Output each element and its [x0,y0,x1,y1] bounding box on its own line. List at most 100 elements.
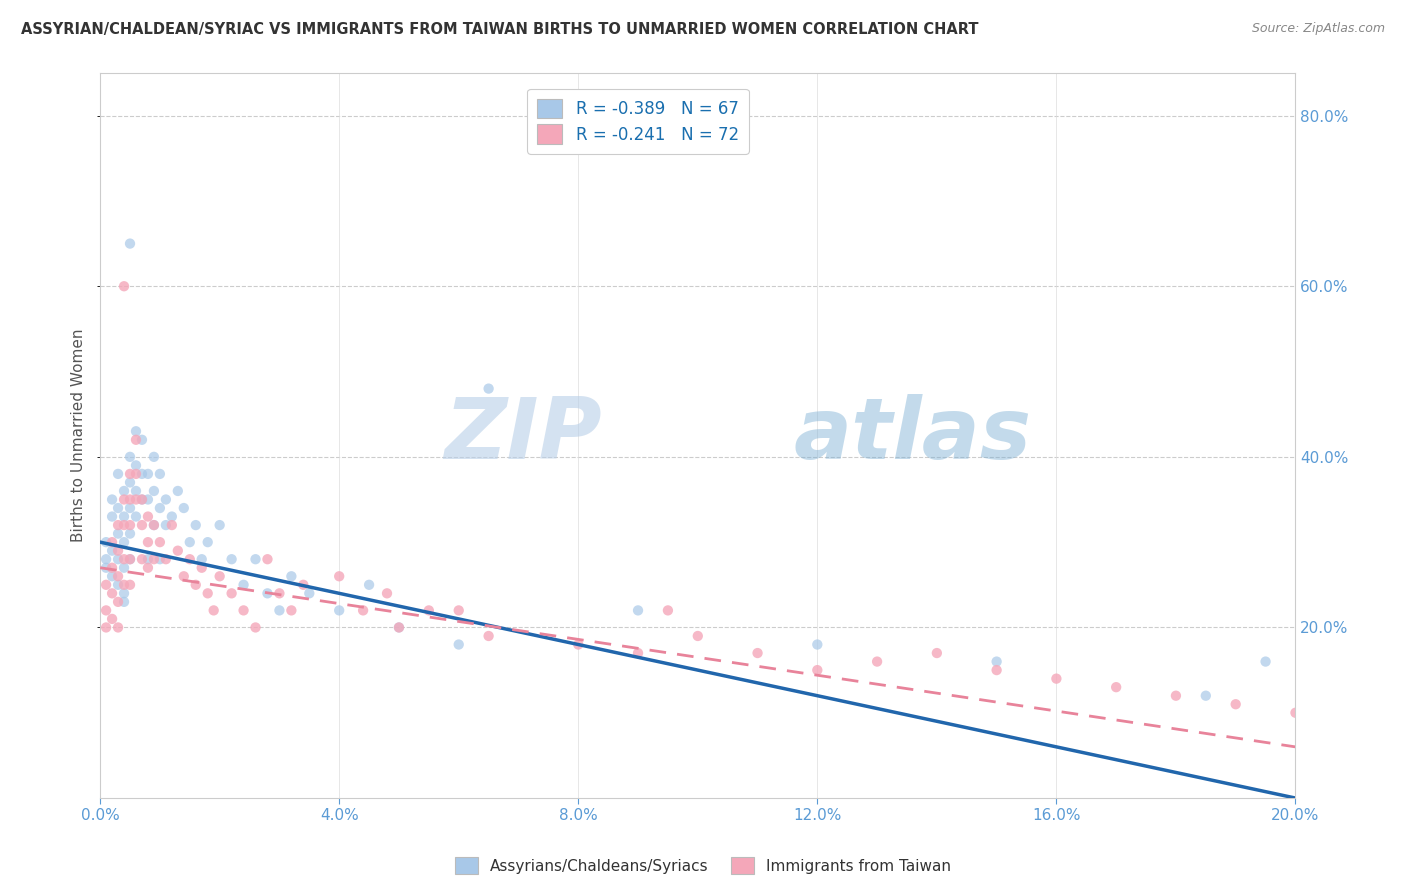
Point [986,655,1008,669]
Point [184,518,207,533]
Point [202,603,225,617]
Point [107,526,129,541]
Point [118,552,141,566]
Point [131,492,153,507]
Point [375,586,398,600]
Point [686,629,709,643]
Point [101,492,124,507]
Point [328,603,350,617]
Point [112,279,135,293]
Point [1164,689,1187,703]
Text: atlas: atlas [793,394,1032,477]
Point [131,492,153,507]
Point [1195,689,1218,703]
Point [94,620,117,634]
Point [418,603,440,617]
Point [1254,655,1277,669]
Point [125,458,148,473]
Point [131,518,153,533]
Point [866,655,889,669]
Point [567,638,589,652]
Point [112,509,135,524]
Point [131,433,153,447]
Point [232,603,254,617]
Point [125,509,148,524]
Point [208,518,231,533]
Point [173,569,195,583]
Point [125,492,148,507]
Point [925,646,948,660]
Point [190,552,212,566]
Point [101,612,124,626]
Point [136,467,159,481]
Point [107,578,129,592]
Point [107,620,129,634]
Point [657,603,679,617]
Point [142,518,165,533]
Point [142,518,165,533]
Point [94,535,117,549]
Point [118,450,141,464]
Point [184,578,207,592]
Point [131,552,153,566]
Point [478,382,501,396]
Point [101,509,124,524]
Point [1284,706,1306,720]
Point [269,586,291,600]
Point [118,501,141,516]
Point [118,526,141,541]
Point [245,552,267,566]
Point [280,603,302,617]
Point [280,569,302,583]
Point [155,518,177,533]
Text: Source: ZipAtlas.com: Source: ZipAtlas.com [1251,22,1385,36]
Point [986,663,1008,677]
Point [94,603,117,617]
Point [112,578,135,592]
Point [245,620,267,634]
Point [107,501,129,516]
Legend: Assyrians/Chaldeans/Syriacs, Immigrants from Taiwan: Assyrians/Chaldeans/Syriacs, Immigrants … [449,851,957,880]
Point [136,535,159,549]
Point [447,603,470,617]
Point [173,501,195,516]
Point [232,578,254,592]
Point [118,236,141,251]
Y-axis label: Births to Unmarried Women: Births to Unmarried Women [72,329,86,542]
Point [149,535,172,549]
Point [112,586,135,600]
Point [269,603,291,617]
Point [112,560,135,574]
Point [101,543,124,558]
Point [112,518,135,533]
Point [1045,672,1067,686]
Point [94,560,117,574]
Point [388,620,411,634]
Point [1105,680,1128,694]
Point [292,578,315,592]
Point [627,603,650,617]
Point [298,586,321,600]
Point [107,467,129,481]
Point [478,629,501,643]
Point [107,543,129,558]
Point [118,552,141,566]
Point [118,492,141,507]
Point [107,552,129,566]
Point [125,433,148,447]
Point [197,586,219,600]
Point [149,501,172,516]
Point [136,560,159,574]
Point [131,467,153,481]
Point [179,552,201,566]
Point [118,475,141,490]
Point [221,586,243,600]
Point [142,483,165,498]
Point [806,663,828,677]
Point [190,560,212,574]
Point [112,535,135,549]
Point [101,586,124,600]
Point [806,638,828,652]
Point [155,552,177,566]
Point [136,509,159,524]
